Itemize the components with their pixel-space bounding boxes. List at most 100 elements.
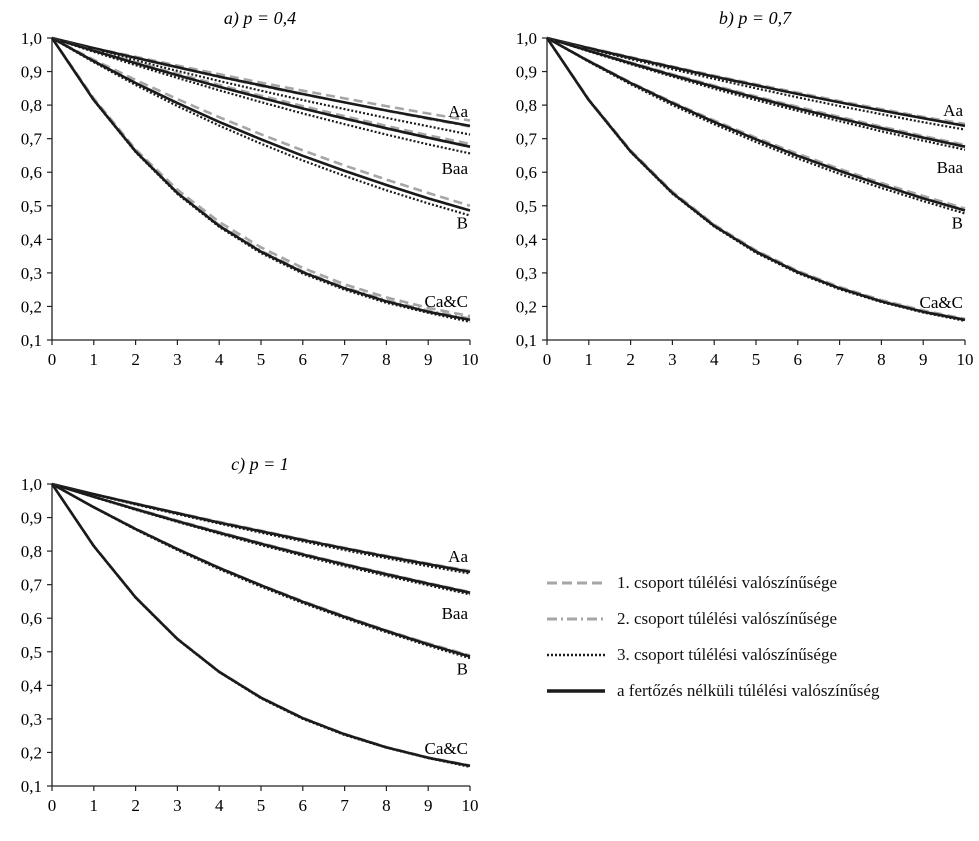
legend-swatch-dashed (545, 577, 607, 589)
chart-title: c) p = 1 (231, 454, 289, 475)
series-line-dot (546, 36, 966, 131)
y-tick-label: 0,4 (516, 230, 538, 249)
curve-group-baa: Baa (51, 482, 471, 623)
y-tick-label: 0,3 (21, 710, 42, 729)
series-line-solid (546, 36, 966, 148)
curve-label: B (457, 214, 468, 233)
series-line-solid (51, 482, 471, 594)
chart-title: b) p = 0,7 (719, 8, 792, 29)
y-tick-label: 1,0 (21, 29, 42, 48)
curve-label: B (457, 660, 468, 679)
curve-label: B (952, 214, 963, 233)
series-line-solid (50, 37, 471, 322)
x-tick-label: 8 (382, 796, 391, 815)
x-tick-label: 5 (257, 350, 266, 369)
curve-group-baa: Baa (546, 36, 966, 177)
x-tick-label: 2 (131, 350, 140, 369)
y-tick-label: 0,9 (21, 63, 42, 82)
series-line-dot (51, 36, 471, 136)
series-line-solid (51, 482, 471, 658)
y-tick-label: 0,3 (21, 264, 42, 283)
x-tick-label: 3 (668, 350, 677, 369)
curve-group-b: B (546, 36, 966, 233)
y-tick-label: 1,0 (21, 475, 42, 494)
x-tick-label: 0 (543, 350, 552, 369)
x-tick-label: 6 (299, 796, 308, 815)
series-line-dash (51, 36, 471, 122)
curve-label: Baa (442, 604, 469, 623)
series-line-dashdot (51, 482, 471, 573)
legend-label: a fertőzés nélküli túlélési valószínűség (617, 681, 880, 700)
y-tick-label: 0,2 (21, 743, 42, 762)
x-tick-label: 1 (90, 350, 99, 369)
curve-group-aa: Aa (51, 482, 471, 575)
y-tick-label: 0,6 (21, 163, 42, 182)
curve-group-aa: Aa (51, 36, 471, 136)
x-tick-label: 6 (794, 350, 803, 369)
series-line-dot (51, 37, 471, 323)
series-line-solid (546, 36, 966, 212)
curve-label: Aa (943, 101, 963, 120)
x-tick-label: 2 (626, 350, 635, 369)
x-tick-label: 3 (173, 796, 182, 815)
curve-label: Aa (448, 102, 468, 121)
curve-group-b: B (51, 36, 471, 233)
series-line-solid (50, 483, 471, 768)
legend-item-group3: 3. csoport túlélési valószínűsége (545, 637, 970, 673)
series-line-dot (546, 37, 966, 322)
legend-label: 1. csoport túlélési valószínűsége (617, 573, 838, 592)
y-tick-label: 0,4 (21, 230, 43, 249)
x-tick-label: 0 (48, 796, 57, 815)
curve-group-caandc: Ca&C (50, 37, 471, 323)
curve-label: Ca&C (425, 292, 468, 311)
series-line-dash (50, 37, 471, 318)
x-tick-label: 7 (340, 796, 349, 815)
y-tick-label: 1,0 (516, 29, 537, 48)
legend-swatch-dotted (545, 649, 607, 661)
y-tick-label: 0,4 (21, 676, 43, 695)
series-line-dot (546, 37, 966, 215)
x-tick-label: 1 (585, 350, 594, 369)
x-tick-label: 9 (919, 350, 928, 369)
y-tick-label: 0,6 (516, 163, 537, 182)
series-line-dash (51, 482, 471, 573)
x-tick-label: 7 (340, 350, 349, 369)
y-tick-label: 0,1 (21, 331, 42, 350)
series-line-dot (51, 36, 471, 155)
y-tick-label: 0,7 (516, 130, 538, 149)
series-line-solid (51, 36, 471, 148)
x-tick-label: 0 (48, 350, 57, 369)
y-tick-label: 0,9 (516, 63, 537, 82)
legend: 1. csoport túlélési valószínűsége 2. cso… (545, 565, 970, 709)
chart-title: a) p = 0,4 (224, 8, 296, 29)
curve-label: Baa (442, 159, 469, 178)
x-tick-label: 4 (215, 796, 224, 815)
curve-group-aa: Aa (546, 36, 966, 131)
legend-item-group2: 2. csoport túlélési valószínűsége (545, 601, 970, 637)
y-tick-label: 0,8 (21, 96, 42, 115)
y-tick-label: 0,3 (516, 264, 537, 283)
y-tick-label: 0,5 (21, 197, 42, 216)
curve-label: Aa (448, 547, 468, 566)
x-tick-label: 1 (90, 796, 99, 815)
x-tick-label: 3 (173, 350, 182, 369)
series-line-dash (50, 483, 471, 767)
y-tick-label: 0,8 (516, 96, 537, 115)
y-tick-label: 0,6 (21, 609, 42, 628)
curve-group-caandc: Ca&C (545, 37, 966, 322)
x-tick-label: 8 (382, 350, 391, 369)
legend-item-group1: 1. csoport túlélési valószínűsége (545, 565, 970, 601)
series-line-dashdot (51, 483, 471, 768)
x-tick-label: 2 (131, 796, 140, 815)
x-tick-label: 4 (215, 350, 224, 369)
y-tick-label: 0,9 (21, 509, 42, 528)
x-tick-label: 6 (299, 350, 308, 369)
curve-group-baa: Baa (51, 36, 471, 178)
series-line-dash (51, 36, 471, 208)
y-tick-label: 0,5 (516, 197, 537, 216)
x-tick-label: 10 (462, 796, 479, 815)
series-line-dot (51, 37, 471, 217)
x-tick-label: 10 (462, 350, 479, 369)
legend-item-baseline: a fertőzés nélküli túlélési valószínűség (545, 673, 970, 709)
x-tick-label: 5 (752, 350, 761, 369)
